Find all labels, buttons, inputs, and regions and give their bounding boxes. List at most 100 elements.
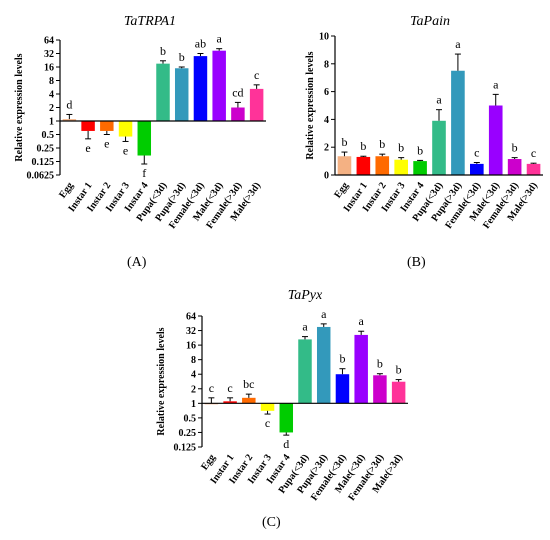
significance-label: c [531, 146, 536, 160]
y-tick-label: 2 [324, 143, 329, 154]
significance-label: c [209, 381, 214, 395]
significance-label: ab [195, 37, 206, 51]
y-tick-label: 8 [324, 59, 329, 70]
y-tick-label: 0.125 [174, 443, 197, 454]
y-tick-label: 32 [186, 326, 196, 337]
significance-label: cd [232, 85, 243, 99]
significance-label: a [217, 32, 223, 46]
y-axis-label: Relative expression levels [14, 53, 25, 161]
significance-label: b [398, 141, 404, 155]
bar [316, 326, 331, 404]
y-tick-label: 64 [186, 312, 196, 323]
chart-TaPyx: TaPyx 0.125 0.25 0.5 1 2 4 8 16 32 64 Relative expr… [156, 288, 408, 503]
bar [451, 70, 465, 175]
y-tick-label: 2 [191, 384, 196, 395]
y-tick-label: 0.0625 [27, 171, 55, 182]
bar [337, 156, 352, 175]
y-tick-label: 16 [44, 63, 54, 74]
y-axis-label: Relative expression levels [305, 51, 316, 159]
y-tick-label: 4 [191, 370, 196, 381]
significance-label: c [474, 145, 479, 159]
significance-label: a [493, 77, 499, 91]
bar [137, 121, 152, 156]
y-tick-label: 0.25 [37, 144, 55, 155]
significance-label: c [254, 68, 259, 82]
bar [413, 161, 427, 175]
panel-label-b: (B) [407, 255, 426, 270]
y-tick-label: 64 [44, 36, 54, 47]
bar [279, 403, 294, 433]
bar [356, 156, 371, 175]
bar [223, 401, 237, 404]
bar [375, 156, 390, 175]
significance-label: c [265, 416, 270, 430]
significance-label: c [227, 381, 232, 395]
bar [507, 159, 522, 175]
bar [526, 163, 541, 175]
significance-label: b [360, 139, 366, 153]
y-tick-label: 4 [324, 115, 329, 126]
bar [212, 50, 226, 121]
y-tick-label: 0.5 [184, 413, 197, 424]
bar [373, 375, 387, 404]
significance-label: d [283, 437, 289, 451]
significance-label: a [302, 320, 308, 334]
significance-label: b [396, 363, 402, 377]
bar [62, 119, 77, 121]
bar [432, 120, 446, 175]
y-tick-label: 8 [191, 355, 196, 366]
significance-label: e [85, 141, 90, 155]
significance-label: b [379, 137, 385, 151]
bar [231, 107, 245, 121]
significance-label: e [104, 137, 109, 151]
bar [488, 105, 503, 175]
y-tick-label: 0 [324, 171, 329, 182]
panel-label-c: (C) [262, 515, 281, 530]
y-axis-label: Relative expression levels [156, 327, 167, 435]
significance-label: a [321, 307, 327, 321]
significance-label: b [417, 143, 423, 157]
bar [335, 374, 350, 404]
bar [298, 339, 312, 404]
bar [100, 121, 114, 131]
y-tick-label: 6 [324, 87, 329, 98]
significance-label: b [339, 352, 345, 366]
y-tick-label: 1 [49, 117, 54, 128]
bar [118, 121, 133, 137]
bar [470, 163, 484, 175]
panel-label-a: (A) [127, 255, 147, 270]
bar [249, 88, 264, 121]
significance-label: b [512, 141, 518, 155]
significance-label: e [123, 143, 128, 157]
significance-label: bc [243, 377, 254, 391]
y-tick-label: 8 [49, 76, 54, 87]
y-tick-label: 0.25 [179, 428, 197, 439]
bar [193, 56, 208, 121]
significance-label: a [436, 93, 442, 107]
significance-label: f [142, 166, 146, 180]
y-tick-label: 4 [49, 90, 54, 101]
bar [391, 381, 406, 404]
chart-title: TaPain [410, 14, 450, 29]
bar [260, 403, 275, 411]
bar [394, 159, 408, 175]
significance-label: d [66, 97, 72, 111]
y-tick-label: 0.125 [32, 157, 55, 168]
significance-label: a [455, 37, 461, 51]
chart-TaTRPA1: TaTRPA1 0.0625 0.125 0.25 0.5 1 2 4 8 16 32 64 Relat… [14, 14, 266, 231]
y-tick-label: 2 [49, 103, 54, 114]
y-tick-label: 10 [319, 32, 329, 43]
y-tick-label: 0.5 [42, 130, 55, 141]
bar [242, 397, 256, 404]
y-tick-label: 32 [44, 49, 54, 60]
significance-label: b [179, 50, 185, 64]
bar [354, 334, 368, 404]
significance-label: b [160, 44, 166, 58]
y-tick-label: 1 [191, 399, 196, 410]
significance-label: a [359, 314, 365, 328]
chart-title: TaTRPA1 [124, 14, 176, 29]
bar [174, 68, 189, 121]
significance-label: b [377, 357, 383, 371]
